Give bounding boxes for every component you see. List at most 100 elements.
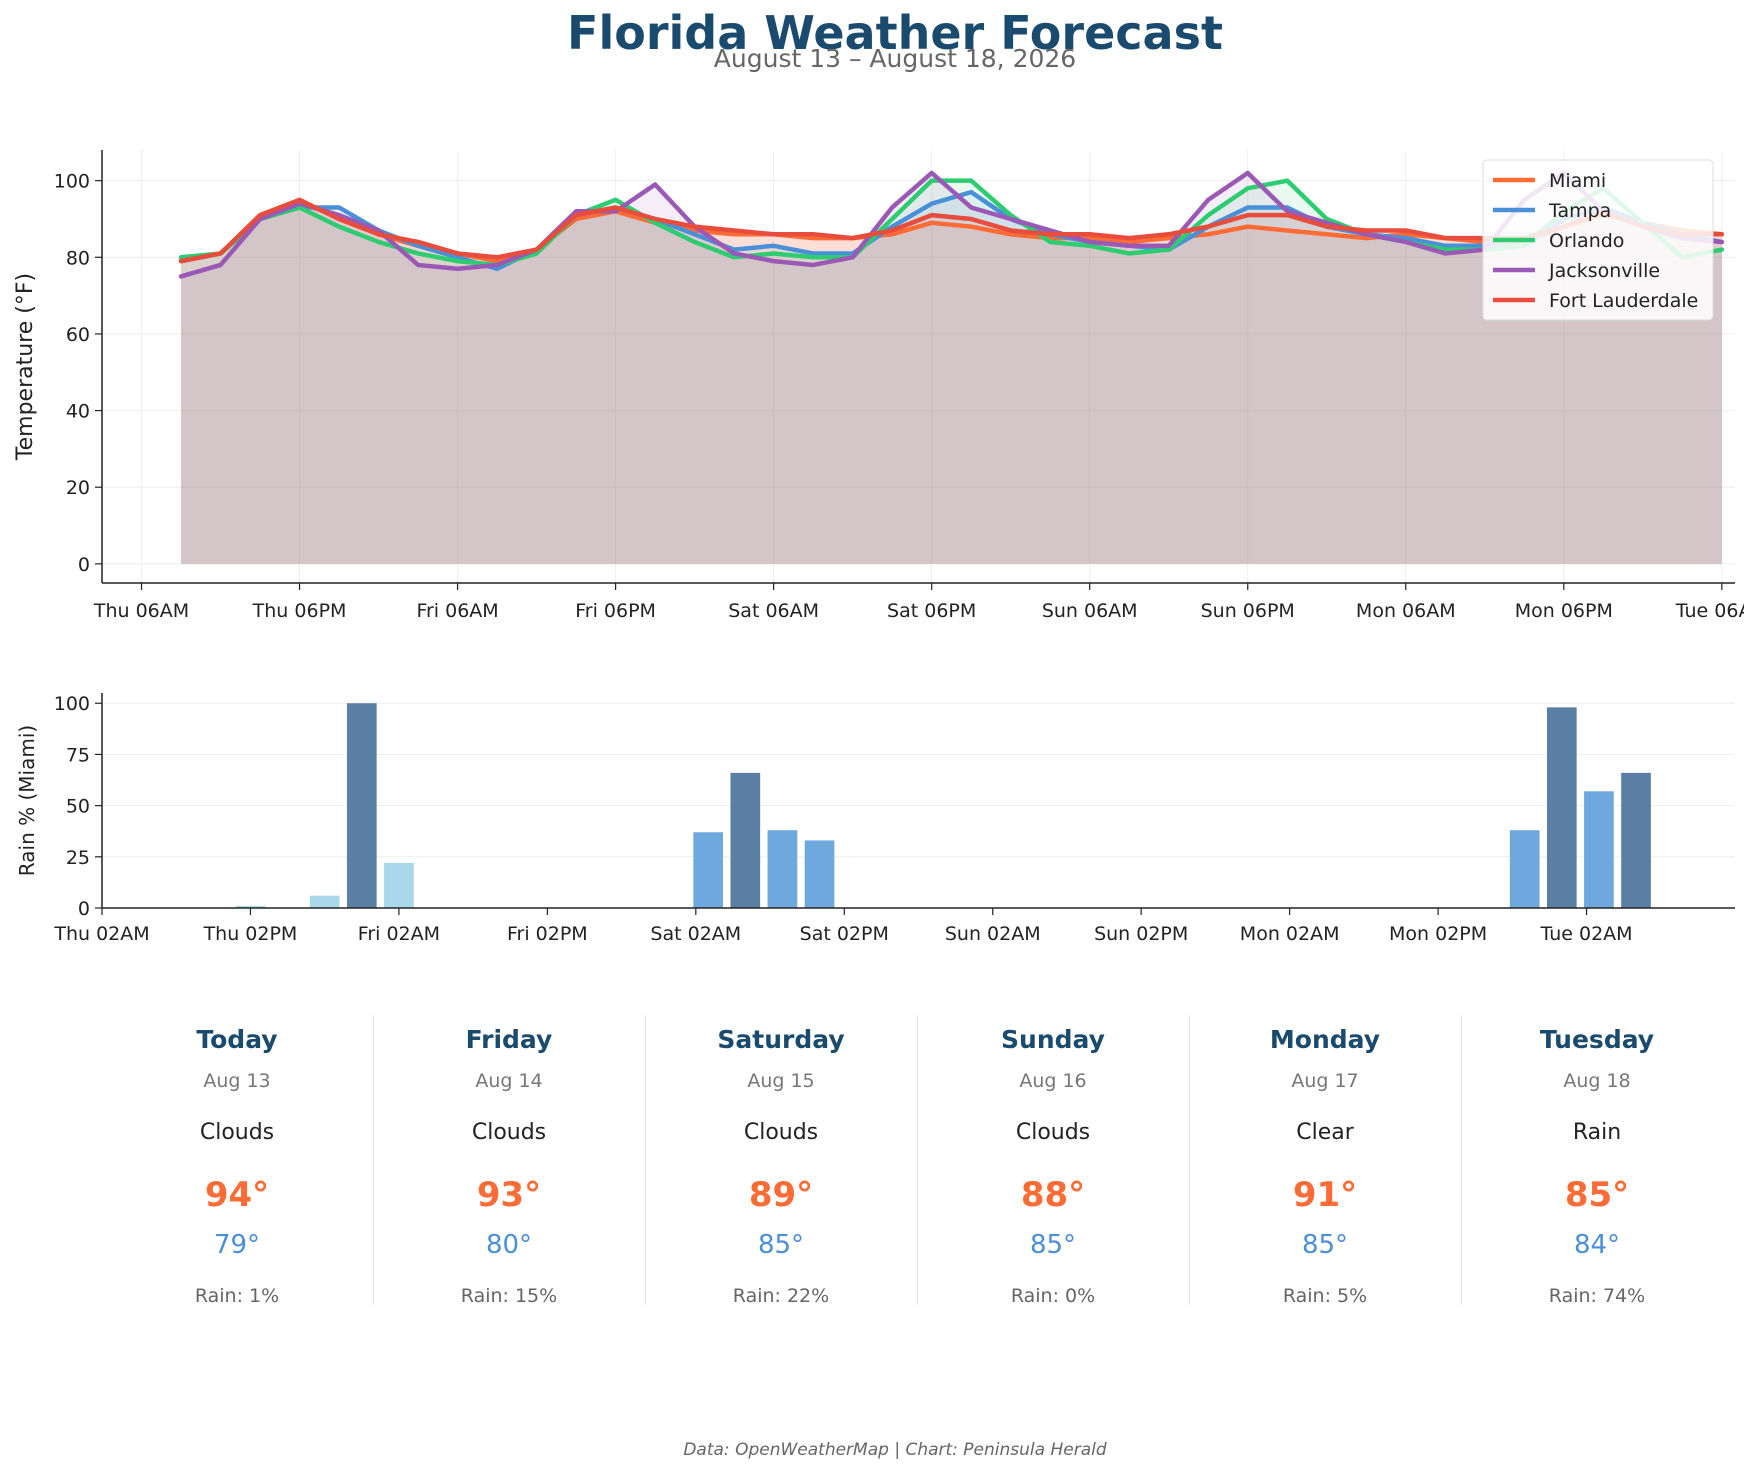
day-card: Sunday Aug 16 Clouds 88° 85° Rain: 0%: [918, 1015, 1188, 1315]
day-condition: Clouds: [1015, 1120, 1091, 1145]
day-low-temp: 85°: [1301, 1230, 1349, 1260]
legend-box: [1482, 159, 1714, 321]
series-line: [178, 189, 1725, 272]
series-area: [181, 203, 1722, 564]
rain-bar: [1621, 772, 1651, 908]
day-low-temp: 84°: [1573, 1230, 1621, 1260]
x-tick-label: Fri 06AM: [416, 600, 498, 622]
day-card: Friday Aug 14 Clouds 93° 80° Rain: 15%: [374, 1015, 644, 1315]
footer-credit: Data: OpenWeatherMap | Chart: Peninsula …: [683, 1440, 1107, 1460]
day-date: Aug 16: [1019, 1070, 1087, 1092]
legend-label: Orlando: [1549, 230, 1624, 252]
y-tick-label: 60: [66, 324, 90, 346]
y-tick-label: 20: [66, 477, 90, 499]
day-rain-chance: Rain: 1%: [194, 1285, 280, 1307]
day-card: Saturday Aug 15 Clouds 89° 85° Rain: 22%: [646, 1015, 916, 1315]
rain-bar: [804, 840, 835, 908]
x-tick-label: Sun 02PM: [1094, 923, 1188, 945]
day-high-temp: 88°: [1020, 1175, 1086, 1215]
y-axis-label: Rain % (Miami): [15, 725, 39, 876]
x-tick-label: Sun 06AM: [1042, 600, 1138, 622]
y-tick-label: 0: [78, 554, 90, 576]
day-date: Aug 18: [1563, 1070, 1631, 1092]
rain-bar: [1546, 707, 1577, 908]
day-name: Today: [196, 1025, 278, 1054]
y-tick-label: 75: [66, 744, 90, 766]
y-tick-label: 25: [66, 847, 90, 869]
day-date: Aug 13: [203, 1070, 271, 1092]
day-high-temp: 89°: [748, 1175, 814, 1215]
x-tick-label: Sat 02AM: [650, 923, 741, 945]
series-area: [181, 172, 1722, 564]
y-tick-label: 100: [54, 171, 90, 193]
series-area: [181, 180, 1722, 564]
day-low-temp: 79°: [213, 1230, 261, 1260]
rain-bar: [384, 862, 414, 908]
day-name: Monday: [1269, 1025, 1381, 1054]
day-condition: Clouds: [199, 1120, 275, 1145]
legend-label: Fort Lauderdale: [1549, 290, 1698, 312]
x-tick-label: Sat 02PM: [800, 923, 889, 945]
day-separator: [645, 1015, 646, 1305]
rain-bar: [346, 703, 377, 908]
legend-label: Miami: [1549, 170, 1606, 192]
x-tick-label: Sun 02AM: [945, 923, 1041, 945]
day-condition: Rain: [1572, 1120, 1622, 1145]
day-rain-chance: Rain: 0%: [1010, 1285, 1096, 1307]
rain-bar: [730, 772, 761, 908]
page-subtitle: August 13 – August 18, 2026: [713, 44, 1077, 73]
day-card: Today Aug 13 Clouds 94° 79° Rain: 1%: [102, 1015, 372, 1315]
rain-bar: [693, 832, 724, 908]
day-separator: [373, 1015, 374, 1305]
day-separator: [917, 1015, 918, 1305]
series-line: [178, 170, 1725, 279]
x-tick-label: Thu 02AM: [53, 923, 149, 945]
series-area: [181, 192, 1722, 564]
day-name: Sunday: [1001, 1025, 1105, 1054]
x-tick-label: Mon 06AM: [1356, 600, 1456, 622]
day-separator: [1189, 1015, 1190, 1305]
temperature-chart: 0 20 40 60 80 100 Thu 06AM Thu 06PM Fri 06AM Fri …: [13, 150, 1744, 622]
day-card: Tuesday Aug 18 Rain 85° 84° Rain: 74%: [1462, 1015, 1732, 1315]
day-high-temp: 91°: [1292, 1175, 1358, 1215]
x-tick-label: Mon 02AM: [1240, 923, 1340, 945]
y-tick-label: 0: [78, 898, 90, 920]
x-tick-label: Tue 06AM: [1675, 600, 1744, 622]
day-low-temp: 85°: [757, 1230, 805, 1260]
x-tick-label: Fri 02PM: [507, 923, 588, 945]
rain-bar: [1509, 830, 1540, 908]
y-tick-label: 40: [66, 401, 90, 423]
rain-bar: [235, 905, 266, 908]
day-condition: Clear: [1296, 1120, 1354, 1145]
y-tick-label: 80: [66, 247, 90, 269]
x-tick-label: Thu 06PM: [252, 600, 347, 622]
x-tick-label: Fri 02AM: [358, 923, 440, 945]
day-condition: Clouds: [471, 1120, 547, 1145]
day-rain-chance: Rain: 15%: [460, 1285, 558, 1307]
rain-chart: 0 25 50 75 100 Thu 02AM Thu 02PM Fri 02AM Fri 02…: [15, 693, 1735, 945]
day-condition: Clouds: [743, 1120, 819, 1145]
day-rain-chance: Rain: 5%: [1282, 1285, 1368, 1307]
x-tick-label: Thu 06AM: [93, 600, 189, 622]
day-name: Friday: [465, 1025, 553, 1054]
day-low-temp: 80°: [485, 1230, 533, 1260]
y-axis-label: Temperature (°F): [13, 273, 38, 461]
day-separator: [1461, 1015, 1462, 1305]
legend-label: Tampa: [1548, 200, 1611, 222]
day-date: Aug 15: [747, 1070, 815, 1092]
y-tick-label: 50: [66, 796, 90, 818]
x-tick-label: Sat 06AM: [728, 600, 819, 622]
series-area: [181, 199, 1722, 564]
day-name: Saturday: [717, 1025, 845, 1054]
day-card: Monday Aug 17 Clear 91° 85° Rain: 5%: [1190, 1015, 1460, 1315]
legend-label: Jacksonville: [1548, 260, 1660, 282]
x-tick-label: Mon 02PM: [1389, 923, 1487, 945]
x-tick-label: Tue 02AM: [1540, 923, 1633, 945]
page-title: Florida Weather Forecast: [567, 6, 1223, 60]
day-name: Tuesday: [1539, 1025, 1655, 1054]
rain-bar: [1584, 791, 1614, 908]
rain-bar: [309, 895, 340, 908]
day-high-temp: 85°: [1564, 1175, 1630, 1215]
day-date: Aug 17: [1291, 1070, 1359, 1092]
x-tick-label: Fri 06PM: [575, 600, 656, 622]
